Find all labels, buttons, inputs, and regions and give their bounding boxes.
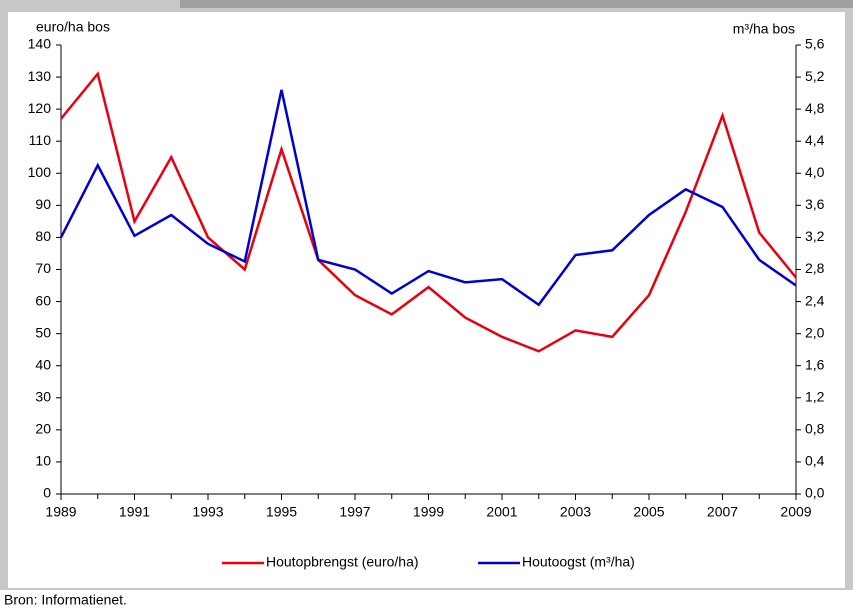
y-tick-label: 70 <box>35 260 51 276</box>
y2-tick-label: 0,8 <box>805 421 825 437</box>
footer-panel <box>0 590 853 611</box>
y-tick-label: 140 <box>28 36 52 52</box>
y-axis-label: euro/ha bos <box>36 19 110 35</box>
x-tick-label: 2007 <box>707 504 738 520</box>
x-tick-label: 1999 <box>413 504 444 520</box>
y2-tick-label: 4,0 <box>805 164 825 180</box>
header-strip <box>180 0 853 8</box>
y-tick-label: 130 <box>28 68 52 84</box>
y-tick-label: 50 <box>35 324 51 340</box>
y2-tick-label: 0,0 <box>805 485 825 501</box>
y2-tick-label: 5,6 <box>805 36 825 52</box>
y2-tick-label: 2,8 <box>805 260 825 276</box>
x-tick-label: 1991 <box>119 504 150 520</box>
x-tick-label: 1993 <box>192 504 223 520</box>
x-tick-label: 2003 <box>560 504 591 520</box>
y2-tick-label: 3,2 <box>805 228 825 244</box>
y-tick-label: 80 <box>35 228 51 244</box>
y-tick-label: 100 <box>28 164 52 180</box>
y-tick-label: 90 <box>35 196 51 212</box>
y2-tick-label: 2,4 <box>805 292 825 308</box>
y-tick-label: 10 <box>35 453 51 469</box>
x-tick-label: 1989 <box>45 504 76 520</box>
y2-tick-label: 5,2 <box>805 68 825 84</box>
y2-tick-label: 0,4 <box>805 453 825 469</box>
y-tick-label: 60 <box>35 292 51 308</box>
series-line <box>59 89 797 307</box>
y2-tick-label: 4,4 <box>805 132 825 148</box>
x-tick-label: 2005 <box>633 504 664 520</box>
y-tick-label: 30 <box>35 388 51 404</box>
y-tick-label: 20 <box>35 421 51 437</box>
source: Bron: Informatienet. <box>4 592 127 608</box>
y-tick-label: 0 <box>43 485 51 501</box>
x-tick-label: 2001 <box>486 504 517 520</box>
legend-label: Houtoogst (m³/ha) <box>522 554 635 570</box>
y2-tick-label: 2,0 <box>805 324 825 340</box>
x-tick-label: 1997 <box>339 504 370 520</box>
y-tick-label: 40 <box>35 356 51 372</box>
legend-label: Houtopbrengst (euro/ha) <box>266 554 419 570</box>
y-tick-label: 110 <box>29 132 52 148</box>
y2-tick-label: 4,8 <box>805 100 825 116</box>
x-tick-label: 2009 <box>780 504 811 520</box>
y-tick-label: 120 <box>28 100 52 116</box>
y2-tick-label: 1,2 <box>805 388 825 404</box>
y2-axis-label: m³/ha bos <box>733 21 795 37</box>
x-tick-label: 1995 <box>266 504 297 520</box>
chart-panel <box>8 12 845 588</box>
y2-tick-label: 3,6 <box>805 196 825 212</box>
y2-tick-label: 1,6 <box>805 356 825 372</box>
series-line <box>60 71 797 353</box>
